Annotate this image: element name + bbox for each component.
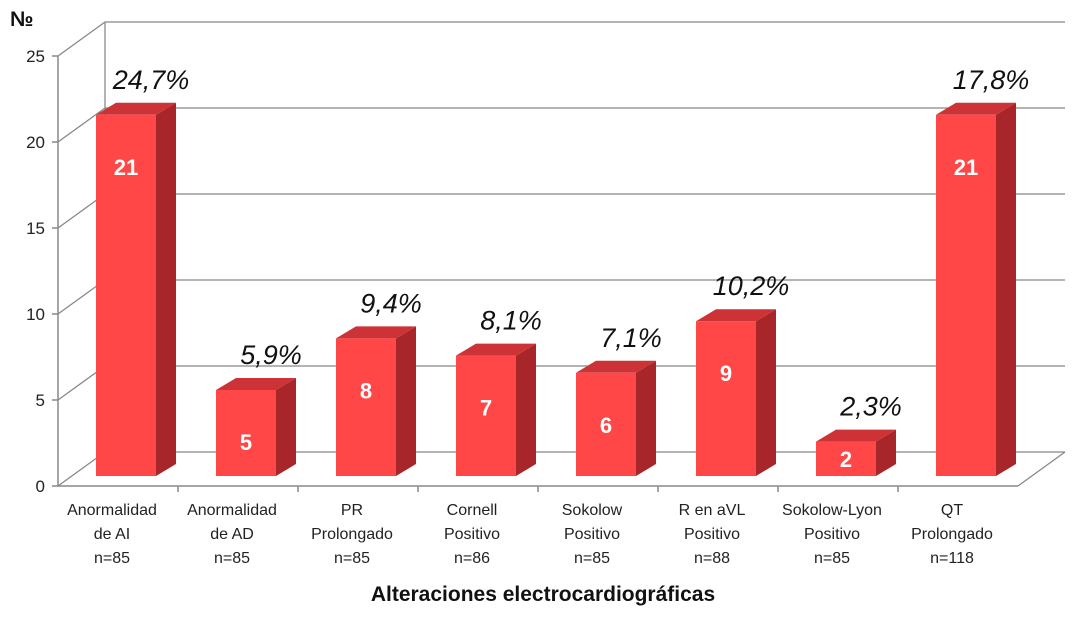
bar — [576, 360, 656, 476]
x-category-label: Positivo — [804, 526, 860, 543]
y-tick-label: 5 — [36, 391, 45, 410]
bar-percent-label: 7,1% — [600, 323, 662, 353]
x-category-label: Positivo — [444, 526, 500, 543]
bar-side — [396, 326, 416, 476]
bar-front — [936, 114, 996, 477]
bar-percent-label: 17,8% — [953, 65, 1030, 95]
bar-top — [216, 378, 296, 390]
y-tick-label: 0 — [36, 477, 45, 496]
x-category-label: Anormalidad — [187, 502, 277, 519]
x-category-label: QT — [941, 502, 963, 519]
bar-top — [336, 326, 416, 339]
bar-top — [456, 343, 536, 356]
x-category-label: Anormalidad — [67, 502, 157, 519]
x-category-label: Positivo — [564, 526, 620, 543]
bar — [96, 102, 176, 477]
floor-right-edge — [1017, 451, 1066, 487]
x-category-label: de AI — [94, 526, 130, 543]
bar-side — [756, 309, 776, 476]
x-category-label: Prolongado — [911, 526, 993, 543]
bar-side — [516, 343, 536, 476]
bar-value-label: 8 — [360, 378, 372, 403]
y-tick-label: 25 — [26, 47, 45, 66]
bar-front — [336, 338, 396, 476]
grid-diagonal — [57, 21, 106, 57]
bar — [696, 309, 776, 476]
bar-front — [696, 321, 756, 476]
x-category-label: Cornell — [447, 502, 498, 519]
x-axis-title: Alteraciones electrocardiográficas — [371, 583, 715, 606]
bar-top — [816, 429, 896, 442]
x-category-label: Sokolow — [562, 502, 623, 519]
bar-front — [216, 390, 276, 476]
bar-side — [996, 102, 1016, 477]
bar — [336, 326, 416, 476]
y-tick-label: 15 — [26, 219, 45, 238]
x-category-label: n=85 — [94, 550, 130, 567]
x-category-label: PR — [341, 502, 363, 519]
bar-value-label: 21 — [954, 155, 978, 180]
bar-percent-label: 2,3% — [839, 392, 902, 422]
bars — [96, 102, 1016, 477]
bar-value-label: 5 — [240, 430, 252, 455]
bar-front — [816, 441, 876, 476]
x-category-label: n=85 — [334, 550, 370, 567]
bar — [936, 102, 1016, 477]
x-category-label: Positivo — [684, 526, 740, 543]
bar-top — [696, 309, 776, 322]
grid-diagonal — [57, 107, 106, 143]
bar-percent-label: 9,4% — [360, 288, 422, 318]
labels: 21 24,7% Anormalidad de AI n=85 5 5,9% Anormali… — [67, 65, 1029, 567]
x-category-label: R en aVL — [679, 502, 746, 519]
y-tick-label: 20 — [26, 133, 45, 152]
bar — [216, 378, 296, 476]
x-category-label: n=88 — [694, 550, 730, 567]
bar-side — [156, 102, 176, 477]
bar-top — [576, 360, 656, 373]
x-category-label: n=118 — [930, 550, 974, 567]
x-category-label: n=85 — [574, 550, 610, 567]
bar-percent-label: 8,1% — [480, 306, 542, 336]
x-category-label: Prolongado — [311, 526, 393, 543]
bar — [816, 429, 896, 476]
bar-side — [636, 360, 656, 476]
bar-value-label: 6 — [600, 413, 612, 438]
bar-value-label: 2 — [840, 447, 852, 472]
bar-value-label: 7 — [480, 396, 492, 421]
bar — [456, 343, 536, 476]
bar-value-label: 21 — [114, 155, 138, 180]
x-category-label: Sokolow-Lyon — [782, 502, 882, 519]
bar-side — [876, 429, 896, 476]
bar-side — [276, 378, 296, 476]
x-category-label: n=85 — [214, 550, 250, 567]
bar-percent-label: 5,9% — [240, 340, 302, 370]
bar-percent-label: 10,2% — [713, 271, 790, 301]
bar-front — [96, 114, 156, 477]
x-category-label: n=86 — [454, 550, 490, 567]
y-axis-label: № — [10, 8, 33, 31]
bar-percent-label: 24,7% — [112, 65, 190, 95]
x-category-label: n=85 — [814, 550, 850, 567]
bar-front — [456, 355, 516, 476]
x-category-label: de AD — [210, 526, 254, 543]
bar-front — [576, 372, 636, 476]
bar-top — [96, 102, 176, 115]
y-tick-label: 10 — [26, 305, 45, 324]
bar-value-label: 9 — [720, 361, 732, 386]
bar-top — [936, 102, 1016, 115]
grid-lines — [57, 21, 1066, 487]
